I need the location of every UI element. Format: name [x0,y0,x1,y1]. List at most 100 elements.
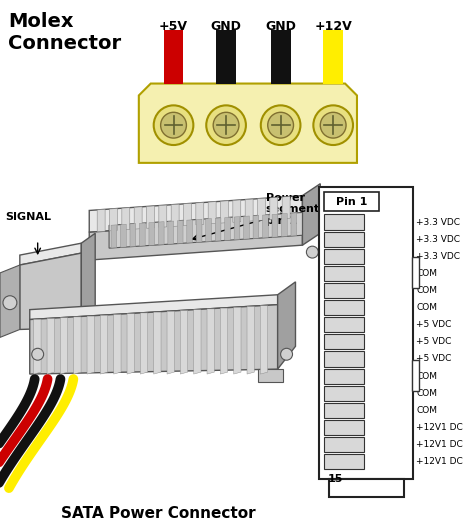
Polygon shape [120,224,126,247]
Polygon shape [270,198,278,220]
Polygon shape [282,213,287,237]
Polygon shape [171,204,179,227]
Polygon shape [234,307,241,374]
Polygon shape [146,206,155,228]
Bar [324,300,364,315]
Polygon shape [187,220,192,243]
Text: COM: COM [417,286,438,295]
Text: +5 VDC: +5 VDC [417,337,452,346]
Bar [216,30,236,83]
Polygon shape [302,184,320,245]
Polygon shape [87,316,94,374]
Polygon shape [206,219,211,242]
Bar [324,283,364,298]
Polygon shape [158,221,164,245]
Bar [324,437,364,452]
Polygon shape [130,224,136,247]
Bar [319,187,413,479]
Bar [329,479,403,497]
Bar [271,30,291,83]
Circle shape [313,105,353,145]
Polygon shape [220,308,228,374]
Polygon shape [282,196,290,219]
Circle shape [213,112,239,138]
Circle shape [206,105,246,145]
Polygon shape [278,282,295,369]
Text: COM: COM [417,269,438,278]
Circle shape [3,296,17,310]
Bar [164,30,183,83]
Polygon shape [109,209,118,231]
Polygon shape [60,318,68,374]
Polygon shape [168,221,173,244]
Text: SATA Power Connector: SATA Power Connector [61,506,256,521]
Polygon shape [122,208,130,230]
Text: 15: 15 [327,474,343,484]
Polygon shape [47,319,55,374]
Circle shape [261,105,301,145]
Polygon shape [109,212,302,248]
Bar [411,360,419,391]
Polygon shape [127,314,134,374]
Text: +5 VDC: +5 VDC [417,320,452,329]
Polygon shape [247,306,255,374]
Polygon shape [234,217,240,240]
Text: +12V1 DC: +12V1 DC [417,457,463,466]
Bar [324,249,364,264]
Polygon shape [207,309,214,374]
Polygon shape [154,312,161,374]
Text: +3.3 VDC: +3.3 VDC [417,235,460,244]
Bar [324,454,364,469]
Polygon shape [260,306,268,374]
Bar [324,369,364,384]
Text: +3.3 VDC: +3.3 VDC [417,218,460,227]
Text: +5 VDC: +5 VDC [417,355,452,364]
Polygon shape [225,217,230,241]
Polygon shape [114,314,121,374]
Polygon shape [100,315,108,374]
Bar [324,386,364,401]
Bar [324,266,364,281]
Polygon shape [149,222,155,245]
Text: +12V1 DC: +12V1 DC [417,440,463,449]
Polygon shape [89,195,302,232]
Polygon shape [111,225,117,248]
Text: +12V: +12V [314,20,352,33]
Bar [324,192,379,211]
Circle shape [161,112,186,138]
Text: GND: GND [265,20,296,33]
Polygon shape [97,209,105,232]
Polygon shape [30,295,278,320]
Polygon shape [134,207,142,229]
Polygon shape [208,202,216,224]
Circle shape [268,112,293,138]
Circle shape [306,246,319,258]
Polygon shape [196,202,204,225]
Bar [411,257,419,288]
Polygon shape [181,311,188,374]
Bar [324,420,364,435]
Polygon shape [20,243,82,265]
Polygon shape [139,223,145,246]
Polygon shape [82,233,95,328]
Text: SIGNAL: SIGNAL [5,212,51,222]
Polygon shape [258,369,283,382]
Text: +12V1 DC: +12V1 DC [417,423,463,432]
Text: COM: COM [417,406,438,415]
Polygon shape [257,198,265,220]
Polygon shape [20,253,82,329]
Bar [324,352,364,366]
Polygon shape [183,203,191,226]
Text: Pin 1: Pin 1 [336,196,367,207]
Polygon shape [177,220,183,244]
Polygon shape [215,218,221,241]
Circle shape [281,348,292,360]
Polygon shape [196,219,202,242]
Polygon shape [139,83,357,163]
Circle shape [154,105,193,145]
Polygon shape [194,310,201,374]
Text: +3.3 VDC: +3.3 VDC [417,252,460,261]
Circle shape [32,348,44,360]
Polygon shape [159,205,167,227]
Bar [323,30,343,83]
